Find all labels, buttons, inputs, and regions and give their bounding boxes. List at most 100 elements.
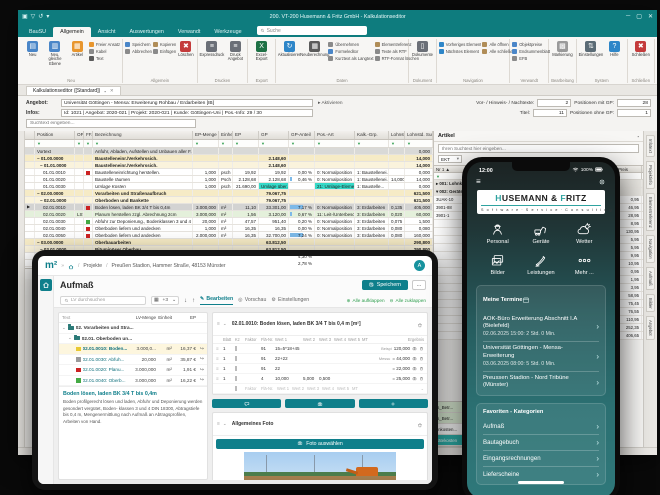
column-header[interactable]: Preis <box>616 166 642 172</box>
column-header[interactable]: Einheit <box>221 131 233 139</box>
expand-all-link[interactable]: ⊕ Alle aufklappen <box>346 297 385 304</box>
dock-tab-infotext[interactable]: Infotext <box>646 135 655 157</box>
dock-tab-projektinfo[interactable]: Projektinfo <box>646 160 655 189</box>
camera-icon[interactable] <box>412 356 417 361</box>
kalkgruppe-row[interactable]: 001: Lohnkosten... <box>419 424 465 435</box>
checkbox[interactable] <box>235 356 237 361</box>
filter-cell[interactable]: ▼ <box>289 140 315 147</box>
favorite-item[interactable]: Lieferscheine › <box>483 466 599 482</box>
column-header[interactable]: EP-Menge <box>193 131 219 139</box>
ribbon-button[interactable]: Text <box>88 56 120 61</box>
collapse-icon[interactable]: ⌄ <box>222 321 227 326</box>
table-row[interactable]: 02.01.0040 Oberboden liefern und andecken… <box>25 225 433 232</box>
column-header[interactable]: Position <box>35 131 75 139</box>
sort-up-icon[interactable]: ↑ <box>192 297 195 304</box>
left-dock-strip[interactable] <box>18 131 25 447</box>
favorite-item[interactable]: Aufmaß › <box>483 421 599 431</box>
photo-select-button[interactable]: Foto auswählen <box>216 439 424 449</box>
measurement-row[interactable]: ≡ 1 91 22 = 22,000 <box>213 364 427 374</box>
filter-cell[interactable]: ▼ <box>193 140 219 147</box>
ribbon-button[interactable]: ▤ Neu <box>22 39 43 77</box>
menu-tab-verwandt[interactable]: Verwandt <box>177 29 201 35</box>
trash-icon[interactable] <box>419 376 424 381</box>
table-row[interactable]: ▶ 02.01.0010 Boden lösen, laden BK 3/4 T b… <box>25 204 433 211</box>
ribbon-button[interactable]: ▯ Dokumente <box>411 39 433 77</box>
ribbon-button[interactable]: Vorheriges Element <box>438 42 481 47</box>
artikel-filter-dropdown[interactable]: EKT ▾ <box>438 155 462 163</box>
ribbon-button[interactable]: Formeleditor <box>328 49 373 54</box>
trash-icon[interactable] <box>417 422 423 428</box>
filter-cell[interactable]: ▼ <box>405 140 433 147</box>
ribbon-button[interactable]: Alle schließen <box>482 49 515 54</box>
jump-icon[interactable]: ↪ <box>199 377 204 384</box>
table-row[interactable]: 01.01.0030 Umlage Kosten 1,000 psch 21.690,0… <box>25 183 433 190</box>
column-header[interactable]: GP-Anteil <box>289 131 315 139</box>
sidebar-home-button[interactable] <box>39 279 52 291</box>
tile-personal[interactable]: Personal <box>476 222 519 245</box>
trash-icon[interactable] <box>417 415 423 433</box>
ribbon-button[interactable]: Endsummenblatt <box>512 49 550 54</box>
checkbox[interactable] <box>235 386 237 391</box>
favorite-item[interactable]: Bautagebuch › <box>483 434 599 450</box>
more-button[interactable]: ... <box>412 280 426 290</box>
ribbon-button[interactable]: ≡ Expressdruck <box>200 39 224 77</box>
jump-icon[interactable]: ↪ <box>199 356 204 363</box>
table-row[interactable]: 01.01.0020 Baustelle räumen 1,000 Psch 2.128… <box>25 176 433 183</box>
close-button[interactable]: ✕ <box>647 14 653 20</box>
tree-item[interactable]: 02.01.0030: Abfuh... 20,000 m² 35,87 € ↪ <box>59 355 207 365</box>
table-row[interactable]: − 03.00.0000 Oberbauarbeiten 63.812,50 290,… <box>25 239 433 246</box>
table-row[interactable]: Vortext Anfuhr, Abladen, Aufstellen und U… <box>25 148 433 155</box>
trash-icon[interactable] <box>419 346 424 351</box>
dock-tab-navigation[interactable]: Navigation <box>646 235 655 264</box>
column-header[interactable]: GP <box>259 131 289 139</box>
grid-filter-row[interactable]: ▼ ▼ ▼ ▼ ▼ ▼ ▼ ▼ ▼ ▼ ▼ ▼ ▼ <box>25 140 433 148</box>
ribbon-button[interactable]: Freier Ansatz <box>88 42 120 47</box>
measurement-row[interactable]: ≡ 1 91 22+22 Messu = 44,000 <box>213 354 427 364</box>
menu-tab-werkzeuge[interactable]: Werkzeuge <box>214 29 242 35</box>
home-icon[interactable] <box>68 264 74 270</box>
ribbon-button[interactable]: Objektpreise <box>512 42 550 47</box>
quick-access-toolbar[interactable]: ▣ ▽ ↺ ▾ <box>22 13 49 20</box>
minimize-button[interactable]: ─ <box>626 13 631 19</box>
ribbon-button[interactable]: ▦ Neuberechnung <box>300 39 329 77</box>
maximize-button[interactable]: ▢ <box>636 14 642 20</box>
photo-button[interactable] <box>285 399 355 408</box>
ribbon-button[interactable]: Kopieren <box>152 42 176 47</box>
column-header[interactable]: Bezeichnung <box>93 131 193 139</box>
menu-tab-bausu[interactable]: BauSU <box>29 29 47 35</box>
ribbon-button[interactable]: Kabel <box>88 49 120 54</box>
trash-icon[interactable] <box>419 366 424 371</box>
table-row[interactable]: 01.01.0010 Baustelleneinrichtung herstell… <box>25 169 433 176</box>
trash-icon[interactable] <box>417 315 423 333</box>
ribbon-button[interactable]: Alle öffnen <box>482 42 514 47</box>
artikel-search-input[interactable] <box>438 144 639 153</box>
breadcrumb-projects[interactable]: Projekte <box>83 262 103 269</box>
ribbon-button[interactable]: ≡ Druck Angebot <box>225 39 245 77</box>
ribbon-button[interactable]: Übernehmen <box>328 42 373 47</box>
ribbon-button[interactable]: Texte als RTF <box>374 49 419 54</box>
jump-icon[interactable]: ↪ <box>199 345 204 352</box>
ribbon-button[interactable]: Speichern <box>125 42 152 47</box>
save-button[interactable]: Speichern <box>361 280 408 290</box>
tree-folder[interactable]: ⌄ 02. Vorarbeiten und Stra... <box>59 323 207 334</box>
tile-geräte[interactable]: Geräte <box>519 222 562 245</box>
calendar-icon[interactable] <box>522 291 530 309</box>
tab-einstellungen[interactable]: ⚙ Einstellungen <box>271 296 310 303</box>
camera-icon[interactable] <box>412 346 417 351</box>
ribbon-button[interactable]: RTF-Format löschen <box>374 56 419 61</box>
ribbon-button[interactable]: ▦ Artikel <box>67 39 88 77</box>
menu-tab-allgemein[interactable]: Allgemein <box>53 27 91 37</box>
measurement-row[interactable]: ≡ 1 4 10,000 5,000 0,500 = 25,000 <box>213 374 427 384</box>
ribbon-button[interactable]: ⇅ Einstellungen <box>579 39 603 77</box>
ribbon-button[interactable]: ✖ Schließen <box>630 39 652 77</box>
ribbon-button[interactable]: EFB <box>512 56 550 61</box>
dock-tab-aufmaß[interactable]: Aufmaß <box>646 267 655 290</box>
tab-bearbeiten[interactable]: ✎ Bearbeiten <box>200 296 234 305</box>
save-icon[interactable]: ▽ <box>30 14 36 20</box>
tile-mehr[interactable]: Mehr ... <box>563 253 606 276</box>
aktivieren-link[interactable]: ▸ Aktivieren <box>318 100 343 106</box>
column-header[interactable]: OP <box>77 131 84 139</box>
add-button[interactable] <box>358 399 428 408</box>
document-tab[interactable]: Kalkulationseditor ([Standard]) ▪ ✕ <box>26 86 121 95</box>
ribbon-button[interactable]: Nächstes Element <box>438 49 482 54</box>
